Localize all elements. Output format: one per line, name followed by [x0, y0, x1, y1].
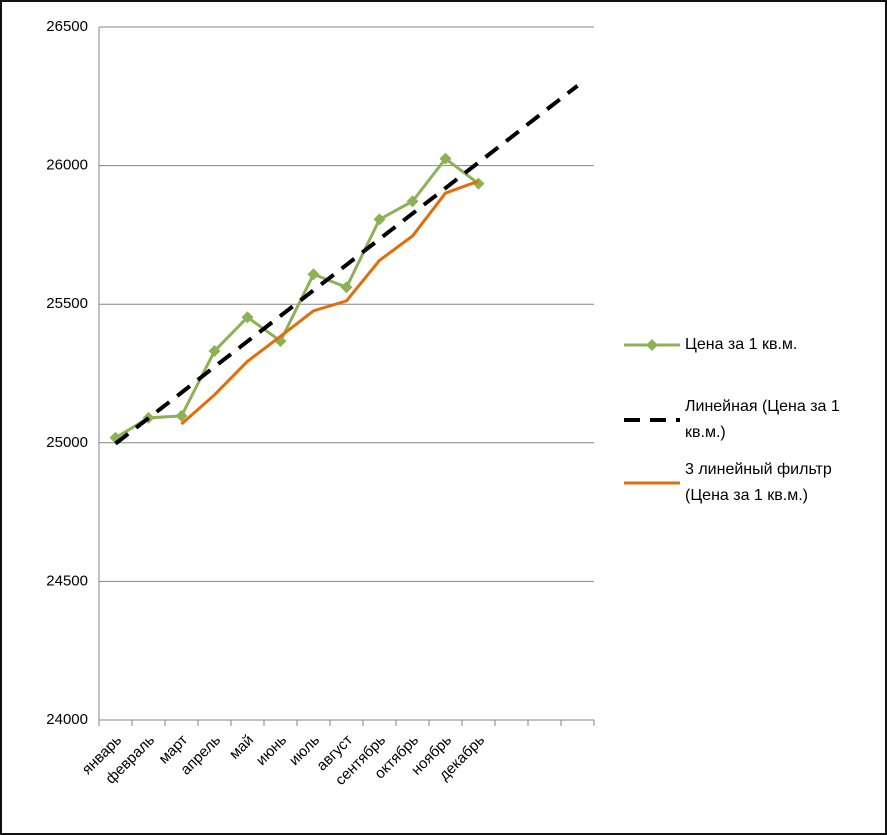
series-line — [114, 84, 579, 446]
y-tick-label: 24500 — [46, 572, 88, 589]
marker — [208, 345, 221, 358]
x-tick-label: июнь — [253, 731, 290, 768]
marker — [241, 311, 254, 324]
marker — [175, 409, 188, 422]
y-tick-label: 25500 — [46, 295, 88, 312]
y-tick-label: 26000 — [46, 157, 88, 174]
legend-label: Цена за 1 кв.м. — [685, 336, 798, 353]
marker — [406, 195, 419, 208]
y-tick-label: 26500 — [46, 18, 88, 35]
legend-label: Линейная (Цена за 1 кв.м.) — [685, 398, 840, 441]
marker — [340, 281, 353, 294]
marker — [439, 152, 452, 165]
legend-label: 3 линейный фильтр (Цена за 1 кв.м.) — [685, 461, 832, 504]
legend-marker — [646, 339, 658, 351]
y-tick-label: 24000 — [46, 711, 88, 728]
series-line — [180, 179, 480, 426]
marker — [373, 213, 386, 226]
y-tick-label: 25000 — [46, 434, 88, 451]
series-line — [114, 156, 480, 440]
x-tick-label: май — [226, 732, 257, 763]
marker — [307, 268, 320, 281]
